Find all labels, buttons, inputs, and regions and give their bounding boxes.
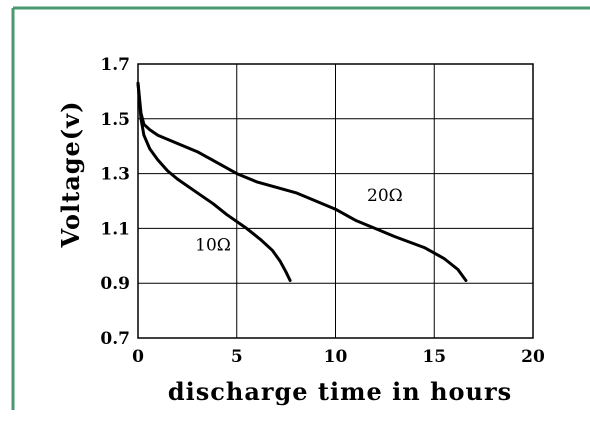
y-tick-label-3: 1.3 (100, 165, 130, 185)
series-line-0 (136, 81, 292, 282)
x-axis-label: discharge time in hours (168, 377, 512, 406)
plot-border (137, 63, 534, 339)
y-tick-label-4: 1.5 (100, 110, 130, 130)
x-tick-label-4: 20 (521, 347, 545, 367)
series-labels: 10Ω 20Ω (195, 186, 403, 255)
x-tick-label-2: 10 (324, 347, 348, 367)
y-tick-label-0: 0.7 (100, 329, 130, 349)
x-tick-labels: 0 5 10 15 20 (132, 347, 545, 367)
x-tick-label-3: 15 (422, 347, 446, 367)
grid (137, 63, 534, 339)
series-label-1: 20Ω (367, 186, 403, 206)
y-tick-label-5: 1.7 (100, 55, 130, 75)
x-tick-label-1: 5 (231, 347, 243, 367)
series-group (136, 81, 468, 282)
plot-area (137, 63, 534, 339)
y-tick-label-1: 0.9 (100, 274, 130, 294)
series-label-0: 10Ω (195, 235, 231, 255)
y-tick-label-2: 1.1 (100, 219, 130, 239)
y-tick-labels: 0.7 0.9 1.1 1.3 1.5 1.7 (100, 55, 130, 349)
x-tick-label-0: 0 (132, 347, 144, 367)
series-line-1 (136, 81, 468, 282)
y-axis-label: Voltage(v) (56, 101, 85, 249)
